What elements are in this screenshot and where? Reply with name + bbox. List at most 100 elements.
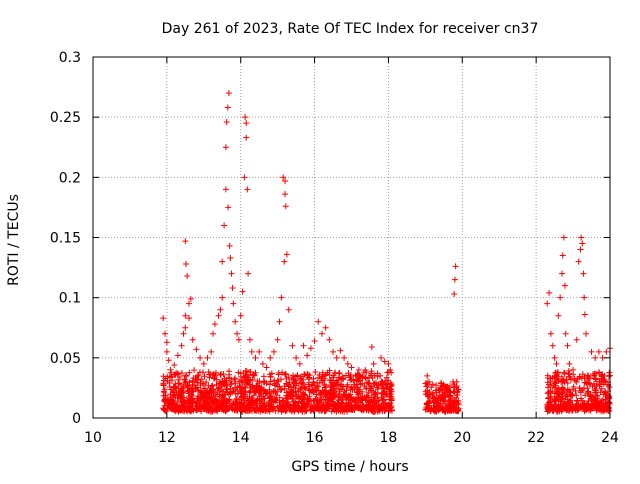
data-point	[323, 391, 330, 398]
data-point	[344, 405, 351, 412]
data-point	[338, 381, 345, 388]
data-point	[339, 396, 346, 403]
data-point	[380, 400, 387, 407]
data-point	[320, 401, 327, 408]
data-point	[262, 407, 269, 414]
data-point	[187, 295, 194, 302]
data-point	[299, 398, 306, 405]
data-point	[584, 402, 591, 409]
data-point	[182, 380, 189, 387]
data-point	[598, 385, 605, 392]
data-point	[331, 369, 338, 376]
data-point	[436, 405, 443, 412]
data-point	[280, 404, 287, 411]
data-point	[431, 408, 438, 415]
data-point	[335, 376, 342, 383]
data-point	[549, 388, 556, 395]
data-point	[578, 375, 585, 382]
data-point	[234, 330, 241, 337]
data-point	[547, 330, 554, 337]
data-point	[243, 120, 250, 127]
data-point	[182, 372, 189, 379]
data-point	[178, 369, 185, 376]
data-point	[359, 380, 366, 387]
data-point	[593, 382, 600, 389]
data-point	[326, 403, 333, 410]
data-point	[224, 104, 231, 111]
data-point	[168, 404, 175, 411]
data-point	[598, 373, 605, 380]
data-point	[365, 401, 372, 408]
data-point	[285, 381, 292, 388]
data-point	[267, 373, 274, 380]
data-point	[368, 344, 375, 351]
data-point	[249, 397, 256, 404]
data-point	[252, 354, 259, 361]
data-point	[244, 407, 251, 414]
data-point	[169, 400, 176, 407]
data-point	[210, 375, 217, 382]
data-point	[551, 374, 558, 381]
data-point	[352, 404, 359, 411]
data-point	[322, 324, 329, 331]
data-point	[359, 373, 366, 380]
data-point	[451, 276, 458, 283]
data-point	[551, 354, 558, 361]
data-point	[199, 404, 206, 411]
data-point	[597, 381, 604, 388]
data-point	[547, 378, 554, 385]
data-point	[574, 397, 581, 404]
data-point	[170, 401, 177, 408]
data-point	[585, 373, 592, 380]
data-point	[555, 312, 562, 319]
data-point	[212, 406, 219, 413]
data-point	[603, 348, 610, 355]
data-point	[251, 407, 258, 414]
data-point	[224, 382, 231, 389]
data-point	[175, 392, 182, 399]
data-point	[163, 339, 170, 346]
data-point	[204, 354, 211, 361]
data-point	[292, 385, 299, 392]
data-point	[277, 387, 284, 394]
data-point	[557, 294, 564, 301]
data-point	[368, 387, 375, 394]
data-point	[168, 386, 175, 393]
data-point	[605, 399, 612, 406]
data-point	[188, 406, 195, 413]
data-point	[191, 382, 198, 389]
data-point	[282, 191, 289, 198]
data-point	[205, 382, 212, 389]
data-point	[587, 381, 594, 388]
data-point	[338, 376, 345, 383]
data-point	[178, 393, 185, 400]
data-point	[304, 352, 311, 359]
data-point	[455, 407, 462, 414]
data-point	[171, 391, 178, 398]
data-point	[285, 306, 292, 313]
data-point	[310, 375, 317, 382]
data-point	[378, 354, 385, 361]
data-point	[292, 377, 299, 384]
data-point	[235, 336, 242, 343]
data-point	[271, 395, 278, 402]
data-point	[355, 377, 362, 384]
data-point	[351, 404, 358, 411]
data-point	[205, 389, 212, 396]
data-point	[311, 337, 318, 344]
data-point	[171, 362, 178, 369]
data-point	[161, 405, 168, 412]
data-point	[348, 364, 355, 371]
data-point	[284, 399, 291, 406]
data-point	[228, 378, 235, 385]
data-point	[197, 354, 204, 361]
data-point	[579, 371, 586, 378]
data-point	[210, 387, 217, 394]
data-point	[573, 336, 580, 343]
data-point	[219, 294, 226, 301]
data-point	[593, 376, 600, 383]
data-point	[555, 369, 562, 376]
data-point	[265, 406, 272, 413]
data-point	[559, 378, 566, 385]
